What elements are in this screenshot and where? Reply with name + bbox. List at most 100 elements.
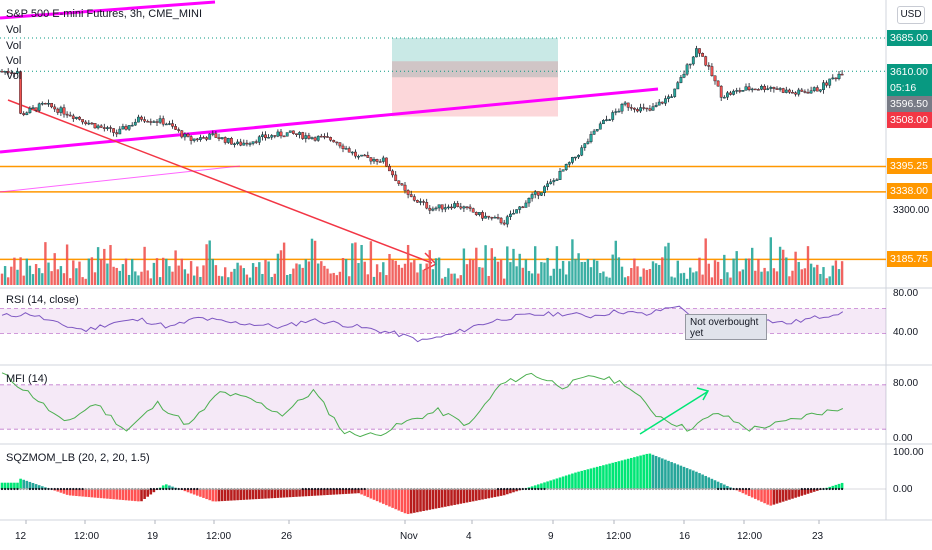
candle-body xyxy=(744,86,748,91)
volume-bar xyxy=(397,264,400,285)
sqzmom-dot xyxy=(286,487,289,491)
sqzmom-dot xyxy=(171,487,174,491)
candle-body xyxy=(298,132,301,135)
volume-bar xyxy=(366,274,369,285)
sqzmom-dot xyxy=(444,487,447,491)
volume-label[interactable]: Vol xyxy=(6,55,22,67)
candle-body xyxy=(183,133,187,138)
candle-body xyxy=(434,207,438,210)
volume-bar xyxy=(450,273,453,285)
volume-bar xyxy=(406,244,410,285)
sqzmom-bar xyxy=(571,473,574,489)
volume-bar xyxy=(19,257,22,285)
sqzmom-dot xyxy=(664,487,667,491)
sqzmom-dot xyxy=(806,487,810,491)
sqzmom-dot xyxy=(47,487,50,491)
price-label-target: 3685.00 xyxy=(887,30,932,46)
sqzmom-bar xyxy=(468,489,472,502)
candle-body xyxy=(400,183,404,186)
candle-body xyxy=(617,110,621,113)
sqzmom-bar xyxy=(90,489,94,498)
candle-body xyxy=(673,88,677,97)
candle-body xyxy=(704,56,708,66)
candle-body xyxy=(115,132,119,135)
sqzmom-dot xyxy=(459,487,462,491)
volume-bar xyxy=(338,271,342,285)
candle-body xyxy=(543,186,546,193)
candle-body xyxy=(564,164,568,170)
sqzmom-bar xyxy=(360,489,363,495)
sqzmom-dot xyxy=(729,487,732,491)
sqzmom-dot xyxy=(748,487,751,491)
sqzmom-dot xyxy=(270,487,273,491)
sqzmom-bar xyxy=(614,461,618,489)
sqzmom-dot xyxy=(465,487,469,491)
volume-bar xyxy=(416,272,419,285)
volume-label[interactable]: Vol xyxy=(6,24,22,36)
rsi-title[interactable]: RSI (14, close) xyxy=(6,294,79,306)
candle-body xyxy=(319,135,323,138)
sqzmom-title[interactable]: SQZMOM_LB (20, 2, 20, 1.5) xyxy=(6,452,150,464)
candle-body xyxy=(747,86,751,90)
sqzmom-bar xyxy=(626,458,630,489)
currency-button[interactable]: USD xyxy=(897,6,925,24)
candle-body xyxy=(47,102,50,105)
sqzmom-bar xyxy=(791,489,794,499)
candle-body xyxy=(589,134,593,142)
volume-bar xyxy=(809,263,813,285)
volume-bar xyxy=(428,250,431,285)
candle-body xyxy=(25,112,29,116)
time-tick: 16 xyxy=(679,531,691,542)
candle-body xyxy=(90,122,94,125)
candle-body xyxy=(133,121,137,126)
mfi-trend-arrow-head xyxy=(696,387,710,401)
sqzmom-dot xyxy=(732,487,735,491)
candle-body xyxy=(546,183,550,187)
sqzmom-dot xyxy=(490,487,493,491)
sqzmom-bar xyxy=(168,485,171,489)
candle-body xyxy=(19,71,22,114)
volume-label[interactable]: Vol xyxy=(6,40,22,52)
sqzmom-dot xyxy=(819,487,822,491)
volume-label[interactable]: Vol xyxy=(6,70,22,82)
volume-bar xyxy=(503,278,506,285)
sqzmom-bar xyxy=(220,489,224,502)
sqzmom-bar xyxy=(127,489,131,501)
mfi-title[interactable]: MFI (14) xyxy=(6,373,48,385)
volume-bar xyxy=(592,259,596,285)
candle-body xyxy=(716,80,720,87)
candle-body xyxy=(788,89,791,93)
sqzmom-dot xyxy=(75,487,78,491)
sqzmom-dot xyxy=(400,487,403,491)
sqzmom-dot xyxy=(785,487,788,491)
sqzmom-dot xyxy=(165,487,168,491)
annotation-note[interactable]: Not overbought yet xyxy=(685,314,767,340)
sqzmom-bar xyxy=(465,489,469,503)
sqzmom-bar xyxy=(208,489,211,501)
sqzmom-bar xyxy=(552,479,556,489)
sqzmom-bar xyxy=(608,463,611,489)
candle-body xyxy=(214,133,218,138)
candle-body xyxy=(369,157,373,162)
volume-bar xyxy=(568,261,571,285)
candle-body xyxy=(242,142,246,146)
sqzmom-bar xyxy=(93,489,97,498)
candle-body xyxy=(639,107,643,112)
sqzmom-bar xyxy=(540,483,543,489)
volume-bar xyxy=(171,271,174,285)
sqzmom-dot xyxy=(800,487,803,491)
candle-body xyxy=(130,124,134,127)
uptrend-line-thin xyxy=(0,165,241,193)
symbol-title[interactable]: S&P 500 E-mini Futures, 3h, CME_MINI xyxy=(6,8,203,20)
sqzmom-bar xyxy=(496,489,500,497)
volume-bar xyxy=(118,270,121,285)
volume-bar xyxy=(248,277,252,285)
candle-body xyxy=(195,138,199,141)
mfi-tick: 80.00 xyxy=(893,378,919,389)
candle-body xyxy=(440,204,444,210)
sqzmom-bar xyxy=(676,464,680,489)
candle-body xyxy=(276,131,280,137)
candle-body xyxy=(753,88,757,91)
volume-bar xyxy=(465,264,469,285)
